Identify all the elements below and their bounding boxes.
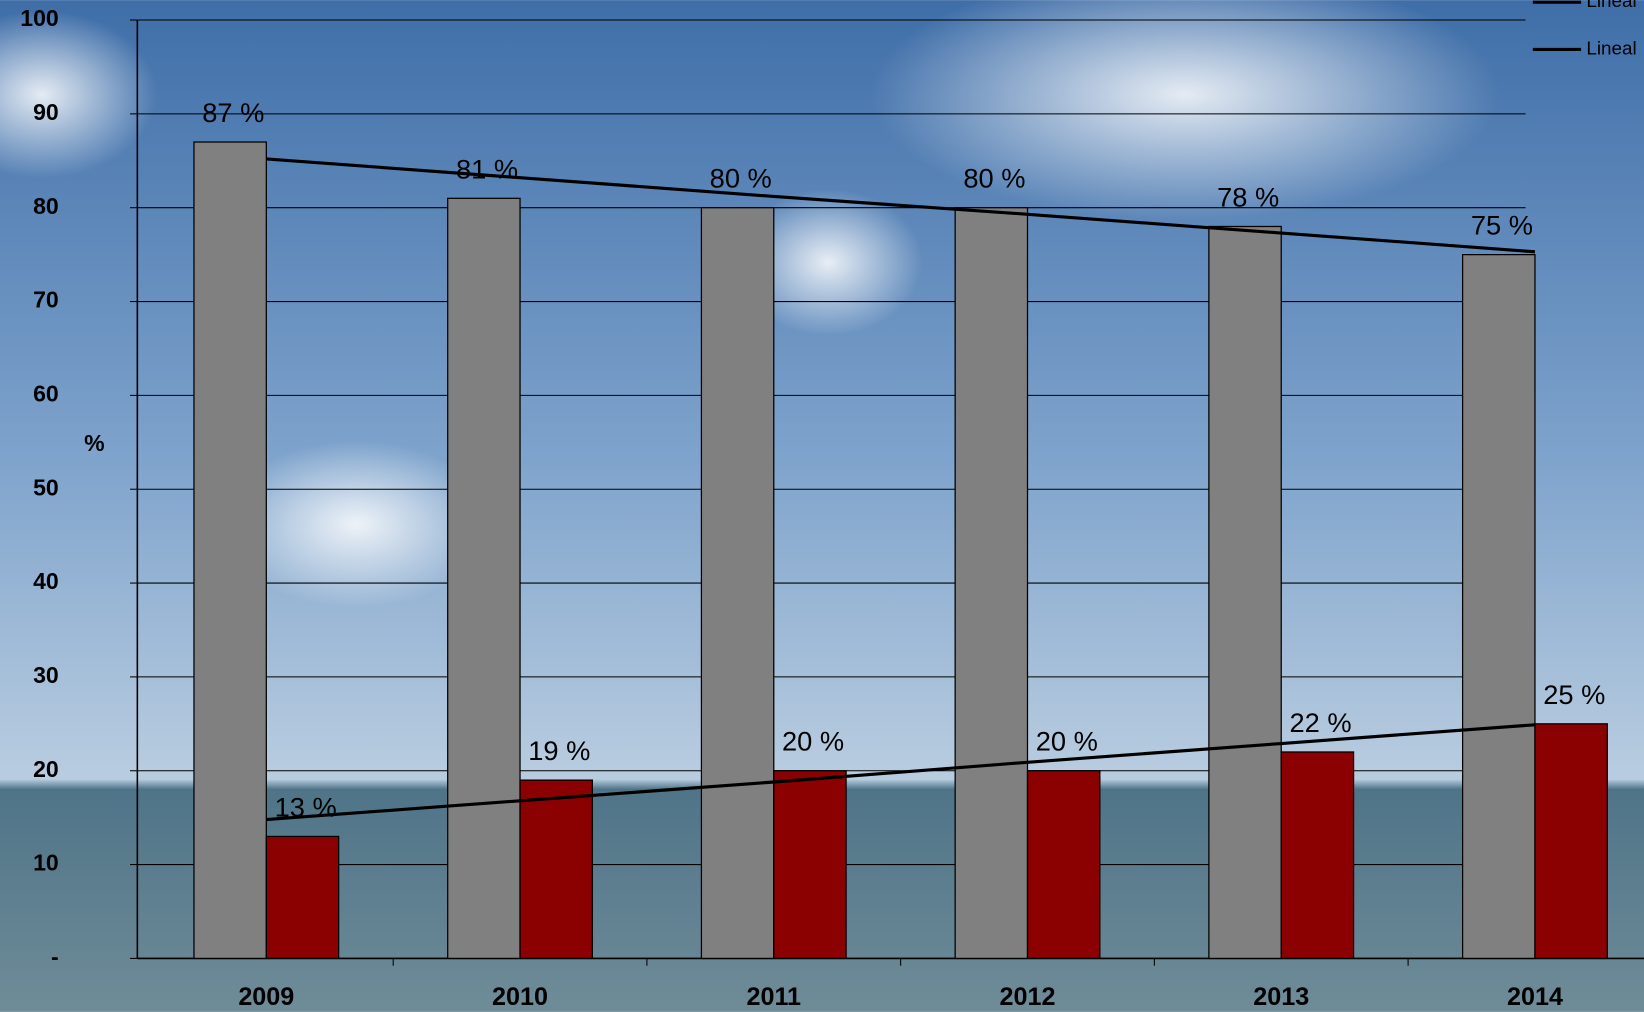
x-tick-label: 2011 [746, 983, 801, 1011]
bar [265, 835, 340, 960]
legend-label: Lineal [1586, 0, 1636, 11]
y-tick-label: 10 [33, 850, 59, 876]
bar [447, 197, 521, 960]
value-label: 81 % [456, 153, 518, 184]
y-tick-label: 100 [20, 5, 58, 31]
x-tick-label: 2010 [492, 983, 548, 1011]
y-tick-label: 40 [33, 568, 59, 594]
x-tick-label: 2009 [238, 983, 294, 1011]
value-label: 20 % [1036, 726, 1098, 757]
bar [773, 770, 847, 960]
x-tick-label: 2013 [1253, 983, 1309, 1011]
y-tick-label: 70 [33, 287, 59, 313]
legend-label: Lineal [1586, 37, 1636, 58]
value-label: 87 % [202, 97, 264, 128]
y-tick-label: 90 [33, 99, 59, 125]
trend-line [266, 157, 1536, 254]
x-tick-label: 2014 [1507, 983, 1563, 1011]
bar [519, 779, 594, 960]
bar [1026, 770, 1101, 960]
cloud [733, 188, 923, 336]
bar [193, 141, 267, 960]
bar [1534, 723, 1608, 960]
value-label: 80 % [710, 163, 772, 194]
y-tick-label: 60 [33, 380, 59, 406]
y-tick-label: - [51, 944, 59, 970]
value-label: 22 % [1289, 707, 1351, 738]
y-tick-label: 30 [33, 662, 59, 688]
value-label: 25 % [1543, 679, 1605, 710]
y-tick-label: 80 [33, 193, 59, 219]
y-tick-label: 50 [33, 474, 59, 500]
bar [1208, 225, 1282, 960]
bar [1461, 254, 1536, 960]
cloud [870, 0, 1500, 221]
value-label: 19 % [528, 735, 590, 766]
x-tick-label: 2012 [1000, 983, 1056, 1011]
y-axis-label: % [84, 430, 105, 456]
value-label: 80 % [963, 163, 1025, 194]
cloud [220, 440, 493, 609]
cloud [0, 10, 158, 179]
bar [954, 207, 1029, 960]
value-label: 75 % [1471, 210, 1533, 241]
trend-line [266, 723, 1536, 822]
value-label: 20 % [782, 726, 844, 757]
value-label: 78 % [1217, 181, 1279, 212]
bar [700, 207, 775, 960]
bar [1280, 751, 1355, 960]
y-tick-label: 20 [33, 756, 59, 782]
